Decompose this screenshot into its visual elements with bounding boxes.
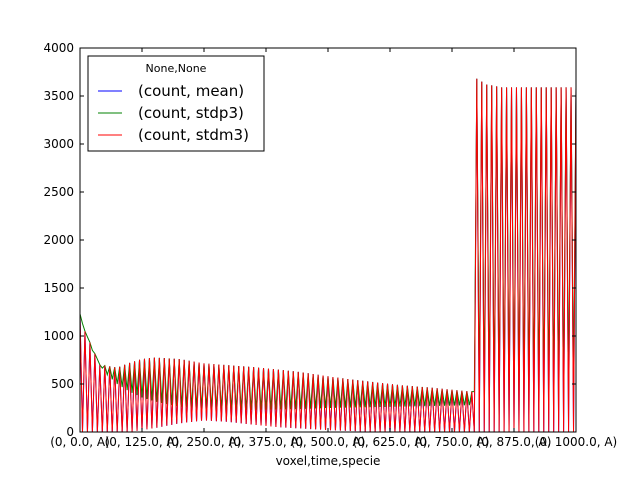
axis-ticks: 0 500 1000 1500 2000 2500 3000 3500 4000 (0, 0.0,…	[43, 41, 617, 449]
x-tick-label: (0, 0.0, A)	[50, 435, 110, 449]
legend-label-1: (count, mean)	[138, 82, 244, 100]
series-line-3	[80, 78, 576, 432]
legend-label-3: (count, stdm3)	[138, 126, 249, 144]
legend-title: None,None	[146, 62, 207, 75]
y-tick-label: 0	[66, 425, 74, 439]
x-axis-label: voxel,time,specie	[276, 454, 381, 468]
x-tick-label: (0, 750.0, A)	[415, 435, 490, 449]
x-tick-label: (0, 500.0, A)	[291, 435, 366, 449]
x-tick-label: (0, 375.0, A)	[229, 435, 304, 449]
x-tick-label: (0, 250.0, A)	[167, 435, 242, 449]
x-tick-label: (0, 625.0, A)	[353, 435, 428, 449]
x-tick-label: (0, 125.0, A)	[105, 435, 180, 449]
y-tick-label: 3000	[43, 137, 74, 151]
y-tick-label: 3500	[43, 89, 74, 103]
y-tick-label: 1000	[43, 329, 74, 343]
y-tick-label: 2500	[43, 185, 74, 199]
y-tick-label: 2000	[43, 233, 74, 247]
legend: None,None (count, mean) (count, stdp3) (co…	[87, 55, 265, 152]
x-tick-label: (0, 1000.0, A)	[535, 435, 617, 449]
y-tick-label: 4000	[43, 41, 74, 55]
y-tick-label: 1500	[43, 281, 74, 295]
y-tick-label: 500	[51, 377, 74, 391]
series-layer	[80, 78, 576, 432]
legend-label-2: (count, stdp3)	[138, 104, 244, 122]
x-tick-label: (0, 875.0, A)	[477, 435, 552, 449]
